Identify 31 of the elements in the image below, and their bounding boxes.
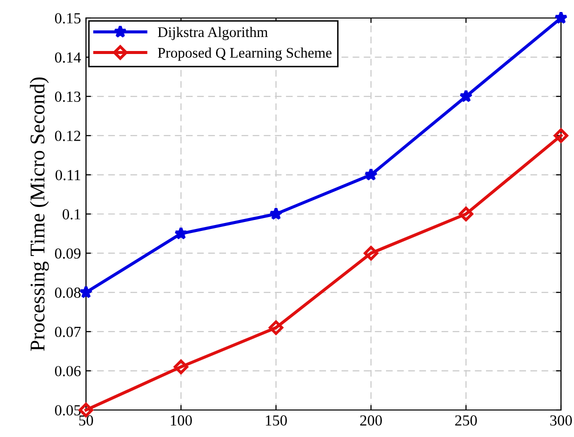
y-tick-label: 0.14: [54, 52, 81, 63]
point: [554, 11, 568, 24]
x-tick-label: 250: [455, 415, 477, 426]
y-tick-label: 0.1: [62, 209, 80, 220]
point: [459, 89, 473, 102]
legend-label: Proposed Q Learning Scheme: [158, 47, 332, 61]
legend-label: Dijkstra Algorithm: [158, 26, 268, 40]
x-tick-label: 200: [360, 415, 382, 426]
point: [268, 320, 284, 335]
y-tick-label: 0.06: [54, 366, 81, 376]
x-tick-label: 150: [266, 415, 287, 426]
x-tick-label: 100: [170, 415, 192, 426]
y-tick-label: 0.09: [54, 248, 81, 259]
point: [364, 246, 378, 260]
point: [458, 206, 474, 222]
y-axis-title: Processing Time (Micro Second): [30, 77, 49, 351]
point: [364, 168, 378, 181]
point: [174, 360, 188, 374]
y-tick-label: 0.15: [54, 13, 81, 24]
y-tick-label: 0.11: [56, 170, 80, 180]
point: [554, 128, 568, 143]
point: [174, 226, 188, 240]
point: [269, 207, 283, 220]
x-tick-label: 300: [550, 415, 572, 426]
point: [79, 285, 93, 298]
y-tick-label: 0.05: [54, 405, 81, 416]
x-tick-label: 50: [79, 415, 94, 426]
y-tick-label: 0.12: [54, 130, 80, 142]
y-tick-label: 0.08: [54, 288, 81, 298]
y-tick-label: 0.13: [54, 92, 81, 102]
y-tick-label: 0.07: [54, 326, 81, 338]
